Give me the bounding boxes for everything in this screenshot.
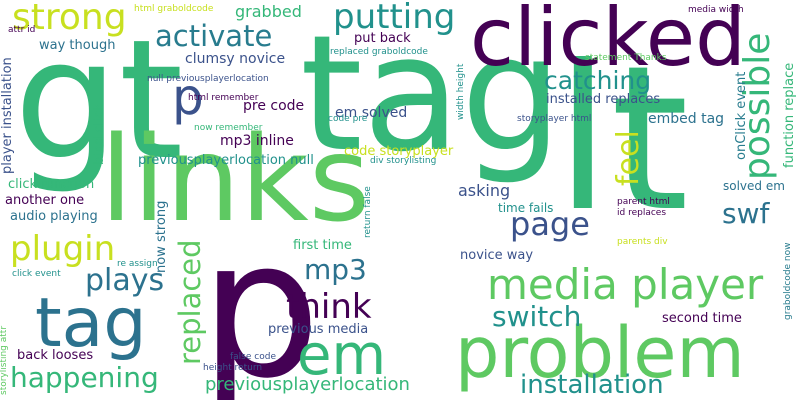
word-code-storyplayer: code storyplayer bbox=[344, 144, 454, 159]
word-false-code: false code bbox=[230, 352, 276, 362]
word-p-big: p bbox=[200, 199, 321, 400]
word-storyplayer-html: storyplayer html bbox=[517, 114, 592, 124]
word-asking: asking bbox=[458, 181, 511, 200]
word-mp3-inline: mp3 inline bbox=[220, 133, 294, 149]
word-width-height: width height bbox=[456, 63, 466, 120]
word-p-small: p bbox=[172, 68, 204, 126]
word-way-though: way though bbox=[39, 38, 116, 53]
word-replaced-graboldcode: replaced graboldcode bbox=[330, 47, 428, 57]
word-height-return: height return bbox=[203, 363, 263, 373]
word-audio-playing: audio playing bbox=[10, 209, 98, 224]
word-media-width: media width bbox=[688, 5, 744, 15]
word-plugin: plugin bbox=[10, 229, 116, 269]
word-links: links bbox=[100, 110, 371, 248]
word-happening: happening bbox=[10, 361, 159, 394]
word-swf: swf bbox=[722, 197, 770, 230]
word-return-false: return false bbox=[363, 186, 373, 238]
word-html-graboldcode: html graboldcode bbox=[134, 4, 214, 14]
word-putting: putting bbox=[333, 0, 456, 37]
word-installed-replaces: installed replaces bbox=[546, 92, 661, 107]
word-another-one: another one bbox=[5, 193, 85, 208]
word-previous-media: previous media bbox=[268, 322, 369, 337]
word-em: em bbox=[297, 323, 387, 388]
word-grabbed: grabbed bbox=[235, 2, 302, 21]
word-second-time: second time bbox=[662, 311, 742, 326]
word-id-replaces: id replaces bbox=[617, 208, 667, 218]
word-think: think bbox=[286, 287, 372, 327]
word-statement-thanks: statement Thanks bbox=[585, 53, 667, 63]
word-previousplayerlocation-null-h: previousplayerlocation null bbox=[138, 153, 314, 168]
word-activate: activate bbox=[155, 19, 273, 53]
word-time-fails: time fails bbox=[498, 201, 554, 215]
word-previousplayerlocation: previousplayerlocation bbox=[205, 374, 410, 395]
word-code-pre: code pre bbox=[328, 114, 368, 124]
word-attr-id: attr id bbox=[8, 25, 36, 35]
word-switch: switch bbox=[492, 300, 582, 333]
word-player-installation: player installation bbox=[0, 57, 15, 174]
word-tag-big: tag bbox=[300, 0, 563, 187]
word-installation: installation bbox=[520, 370, 664, 400]
word-pre-code: pre code bbox=[243, 98, 305, 114]
word-em-solved: em solved bbox=[335, 105, 408, 121]
word-catching: catching bbox=[544, 66, 652, 95]
word-embed-tag: embed tag bbox=[648, 111, 725, 127]
word-strong: strong bbox=[12, 0, 127, 38]
word-clumsy-novice: clumsy novice bbox=[185, 51, 286, 67]
word-problem: problem bbox=[455, 312, 745, 394]
word-put-back: put back bbox=[354, 31, 411, 46]
word-div-storylisting: div storylisting bbox=[370, 156, 437, 166]
word-mp3: mp3 bbox=[304, 253, 367, 286]
word-feel: feel bbox=[611, 130, 646, 186]
word-re-assign: re assign bbox=[117, 259, 158, 269]
word-replaced: replaced bbox=[173, 239, 207, 365]
word-novice-way: novice way bbox=[460, 248, 534, 263]
word-parent-html: parent html bbox=[617, 197, 670, 207]
word-bind-click: bind click bbox=[92, 103, 107, 165]
word-onclick-event: onClick event bbox=[734, 71, 749, 160]
word-parents-div: parents div bbox=[617, 237, 668, 247]
word-graboldcode-now: graboldcode now bbox=[783, 242, 793, 321]
word-plays: plays bbox=[85, 263, 165, 298]
word-clicked: clicked bbox=[470, 0, 746, 84]
word-lt: lt bbox=[555, 23, 689, 256]
word-gt: gt bbox=[14, 4, 184, 196]
word-now-remember: now remember bbox=[194, 123, 263, 133]
word-click-event: click event bbox=[12, 269, 61, 279]
word-media-player: media player bbox=[487, 260, 764, 309]
word-click-function: click function bbox=[8, 177, 95, 192]
word-function-replace: function replace bbox=[782, 62, 797, 168]
word-null-previousplayerlocation: null previousplayerlocation bbox=[147, 74, 269, 84]
word-storylisting-attr: storylisting attr bbox=[0, 325, 9, 395]
word-first-time: first time bbox=[293, 238, 352, 253]
word-solved-em: solved em bbox=[723, 179, 785, 193]
word-now-strong-v: now strong bbox=[154, 200, 169, 273]
word-page: page bbox=[510, 205, 590, 243]
word-tag: tag bbox=[35, 284, 147, 363]
word-html-remember: html remember bbox=[188, 93, 259, 103]
word-back-looses: back looses bbox=[17, 348, 94, 363]
